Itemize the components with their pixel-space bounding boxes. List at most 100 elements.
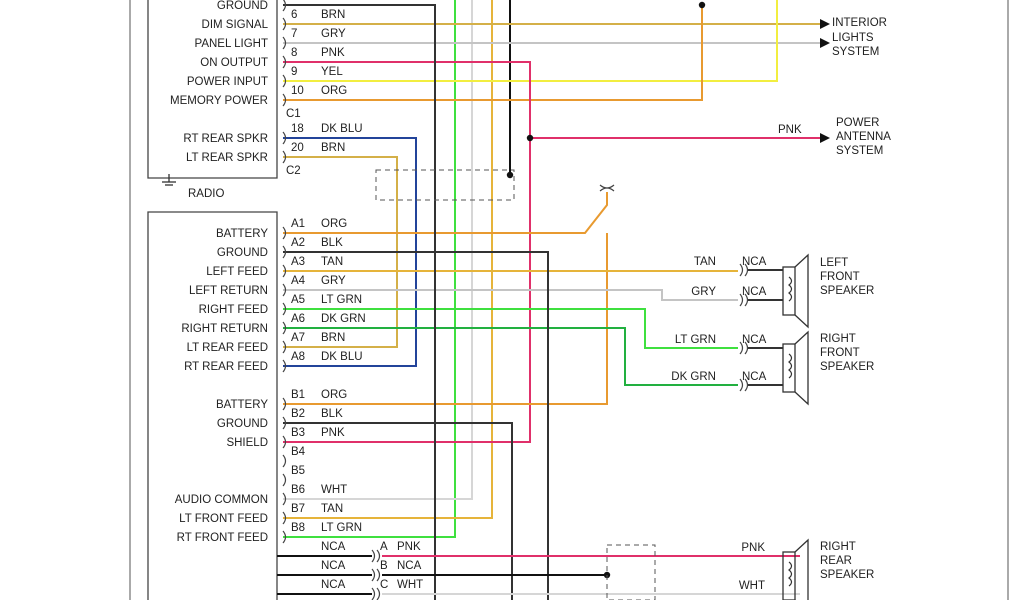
pin-function-label: RT REAR FEED bbox=[184, 361, 268, 373]
pin-function-label: SHIELD bbox=[226, 437, 268, 449]
connector-icon bbox=[371, 568, 376, 582]
pin-number: A7 bbox=[291, 332, 305, 344]
connector-icon bbox=[376, 549, 381, 563]
wire-color-label: TAN bbox=[321, 256, 343, 268]
wire-color-label: LT GRN bbox=[321, 522, 362, 534]
speaker-name-label: SPEAKER bbox=[820, 285, 874, 297]
speaker-name-label: FRONT bbox=[820, 271, 860, 283]
connector-icon bbox=[739, 293, 744, 307]
connector-icon bbox=[739, 378, 744, 392]
speaker-name-label: SPEAKER bbox=[820, 569, 874, 581]
wire-color-label: TAN bbox=[694, 256, 716, 268]
wire-lt-grn-a5 bbox=[283, 308, 738, 349]
speaker-icon bbox=[782, 253, 809, 329]
shield-box-rear bbox=[606, 544, 656, 600]
connector-icon bbox=[744, 341, 749, 355]
wire-color-label: LT GRN bbox=[675, 334, 716, 346]
connector-icon bbox=[282, 264, 287, 278]
pin-number: B5 bbox=[291, 465, 305, 477]
wire-blk-b2 bbox=[283, 422, 513, 600]
wire-color-label: DK GRN bbox=[321, 313, 366, 325]
pin-function-label: RT REAR SPKR bbox=[183, 133, 268, 145]
connector-icon bbox=[282, 321, 287, 335]
wire-color-label: GRY bbox=[321, 28, 346, 40]
pin-function-label: PANEL LIGHT bbox=[195, 38, 269, 50]
pin-number: 9 bbox=[291, 66, 297, 78]
power-antenna-label: ANTENNA bbox=[836, 131, 891, 143]
splice-connector-icon bbox=[599, 184, 615, 192]
pin-function-label: GROUND bbox=[217, 247, 268, 259]
connector-icon bbox=[744, 293, 749, 307]
pin-number: 8 bbox=[291, 47, 297, 59]
connector-icon bbox=[282, 435, 287, 449]
wire-color-label: BLK bbox=[321, 237, 343, 249]
speaker-name-label: REAR bbox=[820, 555, 852, 567]
wire-color-label: LT GRN bbox=[321, 294, 362, 306]
wire-color-label: GRY bbox=[321, 275, 346, 287]
harness-left-label: NCA bbox=[321, 560, 346, 572]
pin-function-label: LT FRONT FEED bbox=[179, 513, 268, 525]
speaker-name-label: LEFT bbox=[820, 257, 848, 269]
harness-pin: C bbox=[380, 579, 388, 591]
pin-function-label: GROUND bbox=[217, 0, 268, 12]
pin-function-label: LT REAR FEED bbox=[187, 342, 268, 354]
connector-icon bbox=[282, 17, 287, 31]
pin-function-label: AUDIO COMMON bbox=[175, 494, 268, 506]
wire-lt-grn bbox=[283, 0, 456, 538]
connector-icon bbox=[376, 568, 381, 582]
pin-function-label: LEFT RETURN bbox=[189, 285, 268, 297]
speaker-name-label: RIGHT bbox=[820, 333, 856, 345]
wire-color-label: ORG bbox=[321, 218, 347, 230]
harness-wire-label: PNK bbox=[397, 541, 421, 553]
pin-function-label: RIGHT RETURN bbox=[181, 323, 268, 335]
pin-number: A3 bbox=[291, 256, 305, 268]
connector-c2: C2 bbox=[286, 165, 301, 177]
wire-color-label: WHT bbox=[321, 484, 347, 496]
pin-number: 18 bbox=[291, 123, 304, 135]
pin-number: 20 bbox=[291, 142, 304, 154]
terminal-label: NCA bbox=[742, 334, 767, 346]
pin-function-label: LT REAR SPKR bbox=[186, 152, 268, 164]
connector-icon bbox=[744, 263, 749, 277]
speaker-icon bbox=[782, 538, 809, 600]
interior-lights-label: SYSTEM bbox=[832, 46, 879, 58]
wire-color-label: BRN bbox=[321, 332, 345, 344]
speaker-icon bbox=[782, 330, 809, 406]
pin-function-label: BATTERY bbox=[216, 399, 268, 411]
arrow-icon bbox=[820, 133, 830, 143]
terminal-label: NCA bbox=[742, 371, 767, 383]
pin-number: A1 bbox=[291, 218, 305, 230]
shield-box bbox=[375, 169, 515, 201]
interior-lights-label: LIGHTS bbox=[832, 32, 874, 44]
connector-icon bbox=[739, 263, 744, 277]
connector-icon bbox=[371, 549, 376, 563]
connector-icon bbox=[282, 0, 287, 12]
splice-dot bbox=[526, 134, 534, 142]
wire-color-label: ORG bbox=[321, 389, 347, 401]
connector-icon bbox=[282, 36, 287, 50]
wire-wht bbox=[283, 0, 473, 500]
connector-icon bbox=[376, 587, 381, 600]
pin-number: 5 bbox=[291, 0, 297, 2]
terminal-label: NCA bbox=[742, 286, 767, 298]
pin-number: 7 bbox=[291, 28, 297, 40]
wire-color-label: DK GRN bbox=[671, 371, 716, 383]
radio-label: RADIO bbox=[188, 188, 224, 200]
pin-number: B2 bbox=[291, 408, 305, 420]
connector-icon bbox=[282, 530, 287, 544]
radio-box bbox=[147, 0, 278, 179]
wire-color-label: PNK bbox=[778, 124, 802, 136]
pin-number: A4 bbox=[291, 275, 306, 287]
wires bbox=[277, 0, 830, 600]
connector-icon bbox=[282, 245, 287, 259]
wire-color-label: DK BLU bbox=[321, 351, 363, 363]
terminal-label: NCA bbox=[742, 256, 767, 268]
connector-icon bbox=[282, 226, 287, 240]
speaker-name-label: SPEAKER bbox=[820, 361, 874, 373]
pin-function-label: ON OUTPUT bbox=[200, 57, 268, 69]
connector-icon bbox=[282, 511, 287, 525]
pin-number: 10 bbox=[291, 85, 304, 97]
pin-number: A8 bbox=[291, 351, 305, 363]
connector-icon bbox=[282, 150, 287, 164]
connector-icon bbox=[282, 302, 287, 316]
